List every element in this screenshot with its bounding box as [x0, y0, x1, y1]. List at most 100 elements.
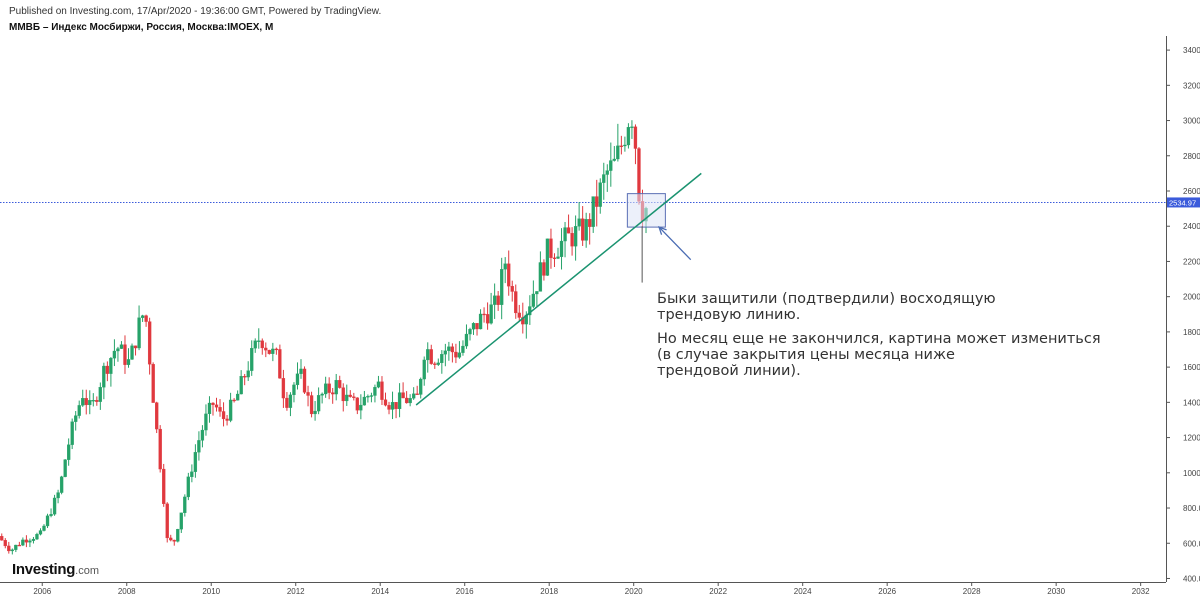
candle-body [186, 476, 190, 498]
candle-body [102, 365, 106, 388]
y-tick-label: 1400.00 [1183, 398, 1200, 407]
candle-body [323, 383, 328, 395]
candle-body [112, 350, 117, 359]
candle-body [28, 540, 32, 543]
candle-body [334, 380, 338, 395]
x-tick-label: 2026 [878, 587, 896, 596]
candle-body [327, 383, 331, 393]
candle-body [549, 238, 553, 258]
candle-body [552, 257, 557, 259]
candle-body [570, 233, 574, 247]
candle-body [137, 317, 141, 349]
candle-body [383, 399, 388, 406]
candle-body [394, 402, 398, 410]
candle-body [271, 348, 275, 354]
candle-body [264, 347, 268, 351]
candle-body [369, 395, 374, 397]
candle-body [109, 357, 113, 374]
trendline [415, 172, 702, 406]
y-tick-label: 1000.00 [1183, 469, 1200, 478]
x-tick-label: 2006 [33, 587, 51, 596]
y-tick-label: 1600.00 [1183, 363, 1200, 372]
candle-body [133, 345, 138, 349]
candle-body [457, 352, 462, 358]
candle-body [281, 378, 286, 399]
candle-body [257, 340, 261, 342]
current-price-label: 2534.97 [1169, 198, 1196, 207]
y-tick-label: 2000.00 [1183, 293, 1200, 302]
candle-body [517, 312, 521, 318]
candle-body [91, 400, 95, 402]
candle-body [130, 345, 134, 360]
candle-body [116, 348, 120, 352]
candle-body [510, 286, 514, 292]
candle-body [619, 145, 624, 147]
candle-body [172, 539, 176, 542]
candle-body [514, 291, 518, 314]
highlight-box [626, 193, 666, 228]
candle-body [348, 394, 352, 397]
x-tick-label: 2008 [118, 587, 136, 596]
y-tick-label: 2800.00 [1183, 152, 1200, 161]
candle-body [485, 314, 490, 324]
candle-body [538, 262, 543, 292]
candle-body [292, 384, 296, 396]
candle-body [299, 368, 303, 374]
candle-body [563, 227, 567, 242]
candle-body [584, 219, 588, 241]
candle-body [454, 351, 458, 358]
investing-logo: Investing.com [12, 561, 99, 579]
candle-body [84, 398, 88, 406]
y-tick-label: 3000.00 [1183, 117, 1200, 126]
annotation-arrow-head [658, 226, 667, 235]
candle-body [225, 418, 229, 421]
candle-body [559, 240, 564, 257]
candle-body [260, 340, 264, 349]
candle-body [274, 348, 279, 351]
candle-body [306, 392, 310, 396]
candle-body [190, 471, 194, 478]
candle-body [373, 386, 377, 396]
candle-body [253, 340, 257, 349]
candle-body [429, 349, 433, 364]
candle-body [316, 395, 321, 412]
candle-body [176, 529, 180, 542]
candle-body [147, 321, 152, 365]
y-tick-label: 2200.00 [1183, 257, 1200, 266]
candle-body [207, 402, 212, 415]
y-tick-label: 800.00 [1183, 504, 1200, 513]
candle-body [221, 411, 226, 420]
candle-body [401, 392, 405, 399]
candle-body [556, 256, 560, 259]
candle-body [313, 410, 317, 415]
candle-body [605, 170, 609, 175]
candle-body [278, 349, 282, 379]
candle-body [482, 313, 486, 316]
candle-body [235, 393, 240, 401]
candle-body [623, 144, 627, 147]
candle-body [162, 468, 166, 504]
candle-body [503, 263, 507, 270]
candle-body [14, 544, 18, 550]
candle-body [633, 126, 638, 149]
candle-body [169, 537, 173, 541]
candle-body [471, 323, 476, 330]
candle-body [341, 387, 345, 402]
y-tick-label: 2600.00 [1183, 187, 1200, 196]
x-tick-label: 2018 [540, 587, 558, 596]
y-tick-label: 1800.00 [1183, 328, 1200, 337]
candle-body [21, 539, 25, 546]
candle-body [602, 174, 606, 183]
candle-body [468, 329, 472, 335]
current-price-tag [1167, 197, 1200, 208]
candle-body [355, 397, 359, 411]
x-tick-label: 2030 [1047, 587, 1065, 596]
candle-body [415, 393, 419, 395]
candle-body [433, 363, 437, 365]
candle-body [211, 402, 215, 405]
candle-body [412, 393, 416, 399]
candle-body [49, 514, 53, 516]
candle-body [74, 415, 78, 422]
y-tick-label: 3200.00 [1183, 81, 1200, 90]
